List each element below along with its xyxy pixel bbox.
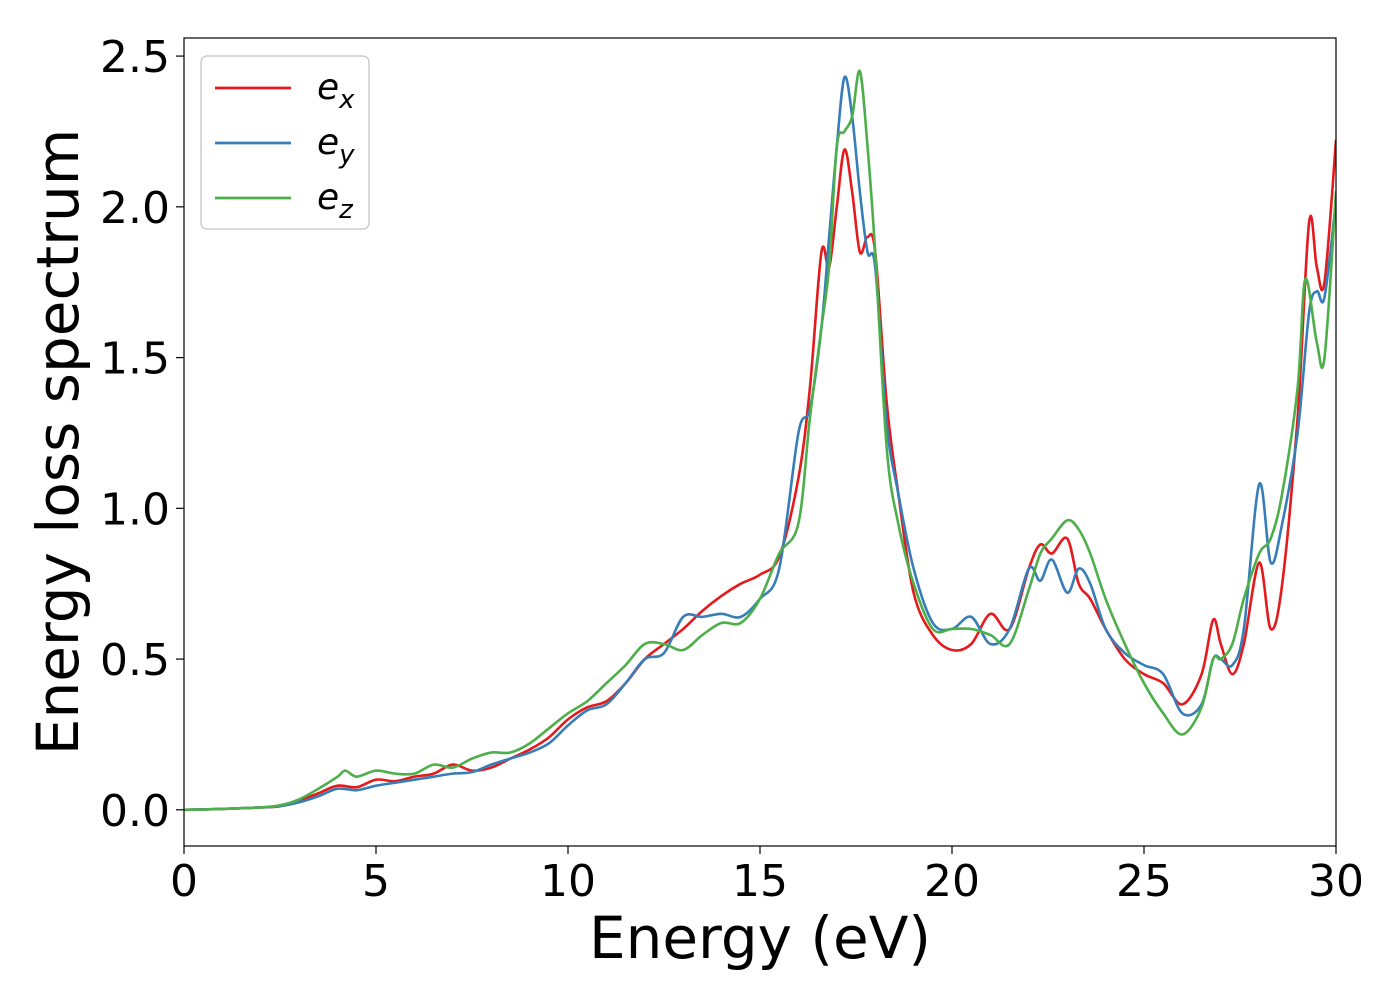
- legend-label-base: e: [317, 122, 339, 163]
- x-axis-title: Energy (eV): [589, 904, 931, 972]
- legend-label-subscript: z: [338, 195, 354, 225]
- x-tick-label: 20: [924, 856, 980, 907]
- series-layer: [184, 69, 1336, 812]
- legend-label-base: e: [317, 177, 339, 218]
- y-tick-label: 2.0: [100, 183, 170, 234]
- y-tick-label: 0.5: [100, 635, 170, 686]
- y-tick-label: 1.5: [100, 334, 170, 385]
- y-axis-title: Energy loss spectrum: [24, 129, 92, 755]
- y-axis-ticks: 0.0 0.5 1.0 1.5 2.0 2.5: [100, 32, 184, 837]
- series-line-z: [184, 69, 1336, 812]
- y-tick-label: 2.5: [100, 32, 170, 83]
- x-tick-label: 30: [1308, 856, 1364, 907]
- legend-label-z: ez: [317, 177, 354, 225]
- x-tick-label: 10: [540, 856, 596, 907]
- legend-label-subscript: y: [338, 140, 355, 170]
- y-tick-label: 0.0: [100, 786, 170, 837]
- x-axis-ticks: 0 5 10 15 20 25 30: [170, 846, 1364, 907]
- x-tick-label: 0: [170, 856, 198, 907]
- legend-label-base: e: [317, 67, 339, 108]
- x-tick-label: 5: [362, 856, 390, 907]
- legend-label-y: ey: [317, 122, 355, 170]
- x-tick-label: 25: [1116, 856, 1172, 907]
- legend-label-subscript: x: [338, 85, 355, 115]
- series-line-x: [184, 139, 1336, 812]
- legend-label-x: ex: [317, 67, 355, 115]
- x-tick-label: 15: [732, 856, 788, 907]
- y-tick-label: 1.0: [100, 484, 170, 535]
